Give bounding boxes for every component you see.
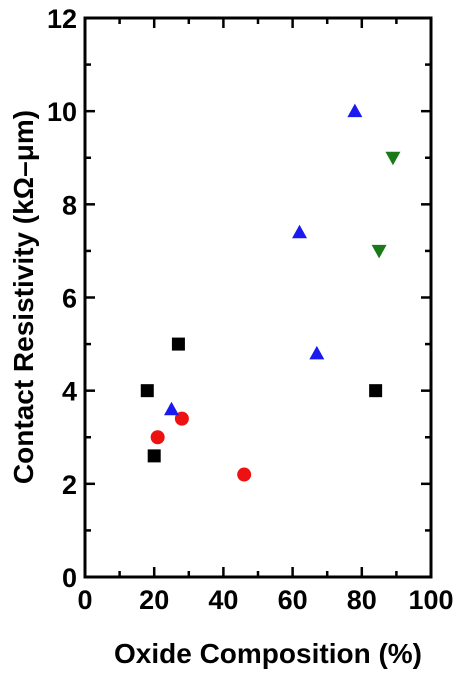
ticks-layer: 0 20 40 60 80 100 0 2 4 6 8 10 12 xyxy=(47,4,454,615)
y-axis-title: Contact Resistivity (kΩ–μm) xyxy=(8,110,39,484)
triangle-up-marker xyxy=(292,224,308,239)
y-tick-label: 0 xyxy=(62,563,77,593)
x-tick-label: 60 xyxy=(278,585,308,615)
square-marker xyxy=(147,449,161,463)
y-tick-label: 4 xyxy=(62,377,77,407)
square-marker xyxy=(171,337,185,351)
x-axis-title: Oxide Composition (%) xyxy=(114,638,422,669)
y-tick-label: 8 xyxy=(62,190,77,220)
data-points-layer xyxy=(140,103,401,482)
triangle-down-marker xyxy=(371,244,387,259)
triangle-down-marker xyxy=(385,151,401,166)
triangle-up-marker xyxy=(164,401,179,416)
plot-frame xyxy=(83,16,433,579)
x-tick-label: 100 xyxy=(408,585,453,615)
x-tick-label: 80 xyxy=(347,585,377,615)
circle-marker xyxy=(150,430,165,445)
triangle-up-marker xyxy=(309,345,325,360)
y-tick-label: 10 xyxy=(47,97,77,127)
y-tick-label: 2 xyxy=(62,470,77,500)
y-tick-label: 6 xyxy=(62,284,77,314)
circle-marker xyxy=(237,467,252,482)
x-tick-label: 40 xyxy=(208,585,238,615)
x-tick-label: 0 xyxy=(77,585,92,615)
y-tick-label: 12 xyxy=(47,4,77,34)
square-marker xyxy=(369,384,383,398)
x-tick-label: 20 xyxy=(139,585,169,615)
triangle-up-marker xyxy=(347,103,363,118)
square-marker xyxy=(140,384,154,398)
